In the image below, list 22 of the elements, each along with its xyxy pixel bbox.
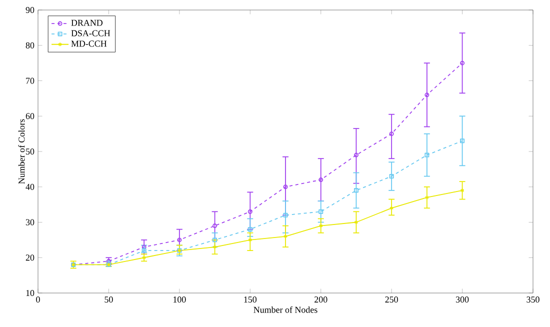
- y-tick-label: 30: [26, 219, 34, 226]
- y-tick-label: 70: [26, 78, 34, 84]
- legend-label: DSA-CCH: [71, 30, 110, 36]
- y-axis-title: Number of Colors: [18, 119, 25, 184]
- y-tick-label: 80: [26, 42, 34, 48]
- x-tick-label: 50: [104, 296, 113, 303]
- legend-label: MD-CCH: [71, 40, 107, 47]
- y-tick-label: 20: [26, 254, 34, 261]
- x-tick-label: 0: [36, 296, 40, 303]
- x-tick-label: 250: [385, 296, 398, 303]
- x-tick-label: 100: [173, 296, 186, 303]
- x-tick-label: 150: [244, 296, 257, 303]
- y-tick-label: 90: [26, 6, 34, 14]
- x-axis-title: Number of Nodes: [254, 306, 318, 313]
- x-tick-label: 350: [526, 296, 540, 303]
- x-tick-label: 300: [456, 296, 469, 303]
- legend-label: DRAND: [71, 20, 103, 26]
- y-tick-label: 40: [26, 184, 34, 190]
- y-tick-label: 50: [26, 148, 34, 155]
- y-tick-label: 60: [26, 113, 34, 120]
- y-tick-label: 10: [26, 290, 34, 296]
- x-tick-label: 200: [314, 296, 328, 303]
